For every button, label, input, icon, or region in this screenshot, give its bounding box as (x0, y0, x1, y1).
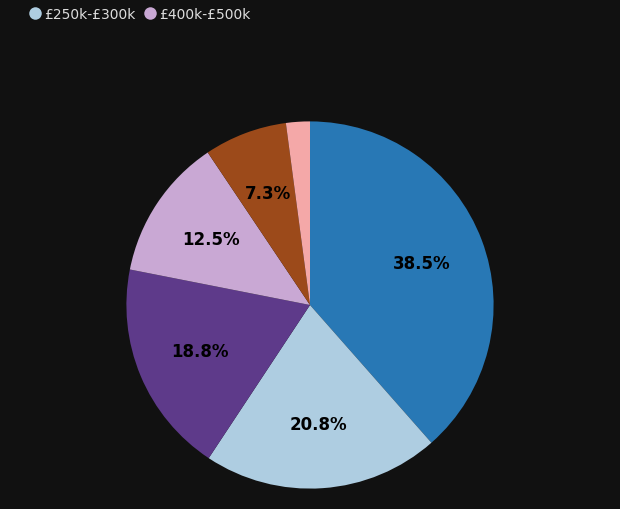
Text: 7.3%: 7.3% (245, 185, 291, 203)
Wedge shape (286, 122, 310, 305)
Text: 38.5%: 38.5% (393, 254, 451, 272)
Wedge shape (126, 270, 310, 458)
Legend: £300k-£400k, £250k-£300k, £500k-£750k, £400k-£500k, £200k-£250k, £750k-£1M: £300k-£400k, £250k-£300k, £500k-£750k, £… (28, 0, 471, 25)
Wedge shape (209, 305, 432, 489)
Text: 18.8%: 18.8% (171, 343, 229, 360)
Wedge shape (130, 153, 310, 305)
Text: 20.8%: 20.8% (290, 415, 347, 433)
Text: 12.5%: 12.5% (182, 231, 239, 248)
Wedge shape (310, 122, 494, 443)
Wedge shape (208, 124, 310, 305)
